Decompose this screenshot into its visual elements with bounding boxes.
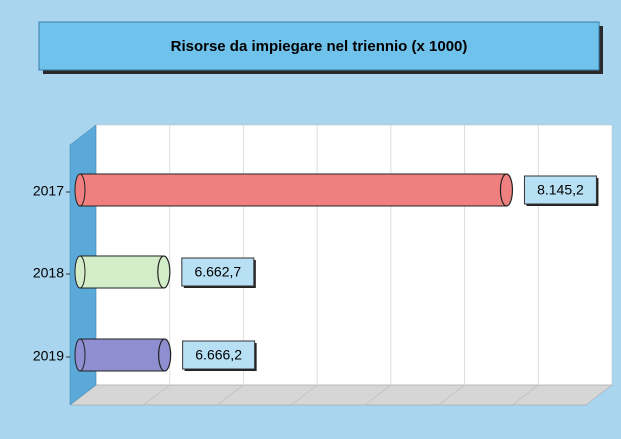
bar-body bbox=[79, 173, 507, 207]
floor-grid-line bbox=[512, 384, 539, 406]
y-tick-label: 2017 bbox=[33, 183, 64, 199]
bar-start bbox=[74, 255, 86, 289]
value-label-box bbox=[181, 257, 255, 287]
value-label-box bbox=[523, 175, 597, 205]
y-tick-label: 2018 bbox=[33, 265, 64, 281]
floor-grid-line bbox=[143, 384, 170, 406]
value-label-box bbox=[182, 340, 256, 370]
plot-floor bbox=[69, 384, 613, 406]
value-label: 6.666,2 bbox=[195, 347, 242, 363]
bar-body bbox=[79, 338, 166, 372]
value-label: 6.662,7 bbox=[194, 264, 241, 280]
chart-title: Risorse da impiegare nel triennio (x 100… bbox=[171, 38, 468, 55]
bar bbox=[74, 255, 171, 289]
bar-end bbox=[499, 173, 514, 207]
marks: 8.145,2 6.662,7 6.666,2 bbox=[74, 173, 599, 372]
value-label: 8.145,2 bbox=[537, 182, 584, 198]
grid bbox=[143, 125, 539, 406]
bar-end bbox=[158, 338, 172, 372]
y-tick-label: 2019 bbox=[33, 348, 64, 364]
floor-grid-line bbox=[217, 384, 244, 406]
bar bbox=[74, 338, 172, 372]
plot-wall bbox=[95, 124, 613, 386]
floor-grid-line bbox=[290, 384, 318, 406]
bar-start bbox=[74, 173, 86, 207]
bar-body bbox=[79, 255, 165, 289]
bar bbox=[74, 173, 514, 207]
floor-grid-line bbox=[438, 384, 465, 406]
bar-start bbox=[74, 338, 86, 372]
bar-end bbox=[157, 255, 171, 289]
title-box bbox=[38, 21, 600, 71]
floor-grid-line bbox=[364, 384, 392, 406]
